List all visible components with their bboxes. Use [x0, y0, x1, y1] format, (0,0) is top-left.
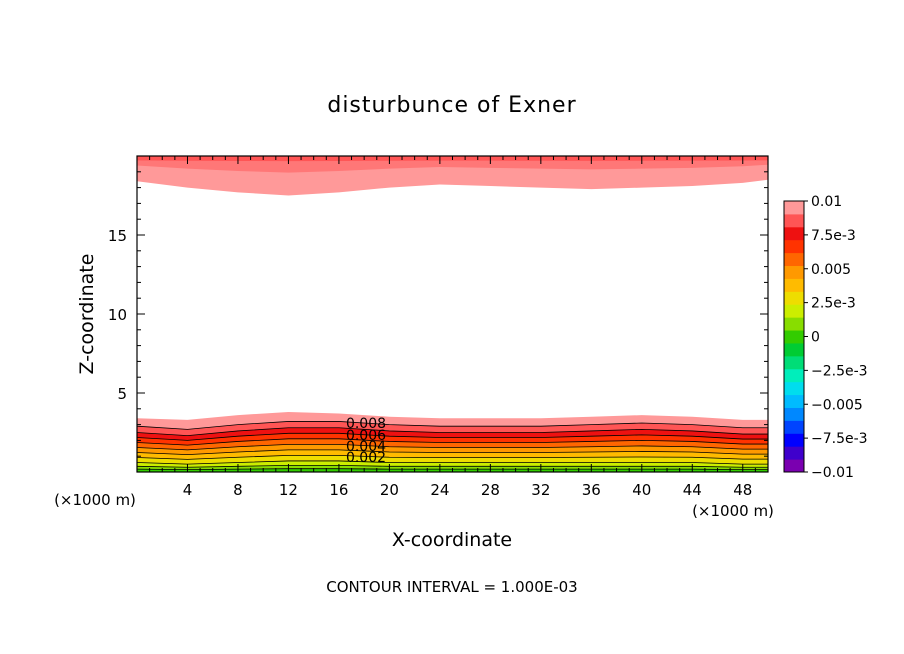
colorbar-labels: 0.01 7.5e-3 0.005 2.5e-3 0 −2.5e-3 −0.005 −7.5e… — [804, 194, 868, 481]
x-tick-label: 16 — [329, 481, 348, 499]
colorbar-swatch — [784, 201, 804, 215]
colorbar-swatch — [784, 407, 804, 421]
colorbar-swatch — [784, 278, 804, 292]
colorbar-swatch — [784, 459, 804, 473]
colorbar-swatch — [784, 381, 804, 396]
contour-line — [136, 460, 768, 465]
x-tick-label: 12 — [279, 481, 298, 499]
contour-line — [136, 443, 768, 451]
colorbar-label: 2.5e-3 — [811, 296, 856, 312]
colorbar-swatch — [784, 368, 804, 383]
colorbar-label: −0.01 — [811, 465, 854, 481]
contour-line — [136, 427, 768, 437]
contour-band — [137, 455, 768, 465]
colorbar-label: 0 — [811, 330, 820, 346]
contour-line — [136, 449, 768, 456]
contour-label: 0.006 — [346, 428, 386, 444]
contour-line — [136, 438, 768, 446]
x-axis-ticks: 4 8 12 16 20 24 28 32 36 40 44 48 — [136, 156, 769, 499]
x-tick-label: 48 — [733, 481, 752, 499]
x-tick-label: 40 — [632, 481, 651, 499]
colorbar-swatch — [784, 291, 804, 305]
colorbar-swatch — [784, 394, 804, 408]
x-tick-label: 24 — [430, 481, 449, 499]
contour-lines — [136, 421, 768, 471]
colorbar-swatch — [784, 304, 804, 318]
x-tick-label: 8 — [233, 481, 243, 499]
contour-label: 0.002 — [346, 450, 386, 466]
contour-label: 0.008 — [346, 416, 386, 432]
contour-interval-note: CONTOUR INTERVAL = 1.000E-03 — [326, 578, 577, 596]
x-unit-label-left: (×1000 m) — [54, 491, 136, 509]
x-tick-label: 44 — [683, 481, 702, 499]
colorbar-swatch — [784, 446, 804, 460]
colorbar-swatch — [784, 342, 804, 357]
colorbar-swatch — [784, 420, 804, 434]
colorbar-swatch — [784, 226, 804, 241]
colorbar-swatch — [784, 355, 804, 370]
colorbar-swatch — [784, 330, 804, 344]
colorbar-label: −0.005 — [811, 397, 863, 413]
colorbar-label: 7.5e-3 — [811, 228, 856, 244]
contour-band — [137, 411, 768, 430]
colorbar-label: −2.5e-3 — [811, 363, 868, 379]
y-axis-ticks: 5 10 15 — [108, 155, 768, 473]
y-tick-label: 15 — [108, 227, 127, 245]
chart-title: disturbunce of Exner — [327, 93, 576, 118]
y-axis-label: Z-coordinate — [76, 254, 98, 375]
contour-line — [136, 432, 768, 441]
colorbar-swatch — [784, 252, 804, 267]
colorbar-swatch — [784, 213, 804, 228]
x-tick-label: 4 — [183, 481, 193, 499]
colorbar-swatch — [784, 317, 804, 331]
colorbar-label: −7.5e-3 — [811, 431, 868, 447]
contour-band — [137, 421, 768, 436]
contour-band — [137, 427, 768, 441]
contour-band — [137, 444, 768, 455]
x-tick-label: 36 — [582, 481, 601, 499]
contour-line — [136, 455, 768, 460]
colorbar-label: 0.01 — [811, 194, 842, 210]
colorbar-swatch — [784, 239, 804, 254]
x-unit-label-right: (×1000 m) — [692, 502, 774, 520]
x-tick-label: 20 — [380, 481, 399, 499]
colorbar-swatch — [784, 265, 804, 279]
contour-band — [137, 438, 768, 450]
y-tick-label: 10 — [108, 306, 127, 324]
x-tick-label: 32 — [531, 481, 550, 499]
contour-line — [136, 464, 768, 468]
contour-line — [136, 421, 768, 430]
colorbar — [783, 200, 805, 473]
x-tick-label: 28 — [481, 481, 500, 499]
colorbar-swatch — [784, 433, 804, 447]
contour-label: 0.004 — [346, 439, 386, 455]
x-axis-label: X-coordinate — [392, 529, 512, 551]
contour-fills — [137, 156, 768, 472]
y-tick-label: 5 — [117, 385, 127, 403]
contour-band — [137, 433, 768, 446]
colorbar-label: 0.005 — [811, 262, 851, 278]
